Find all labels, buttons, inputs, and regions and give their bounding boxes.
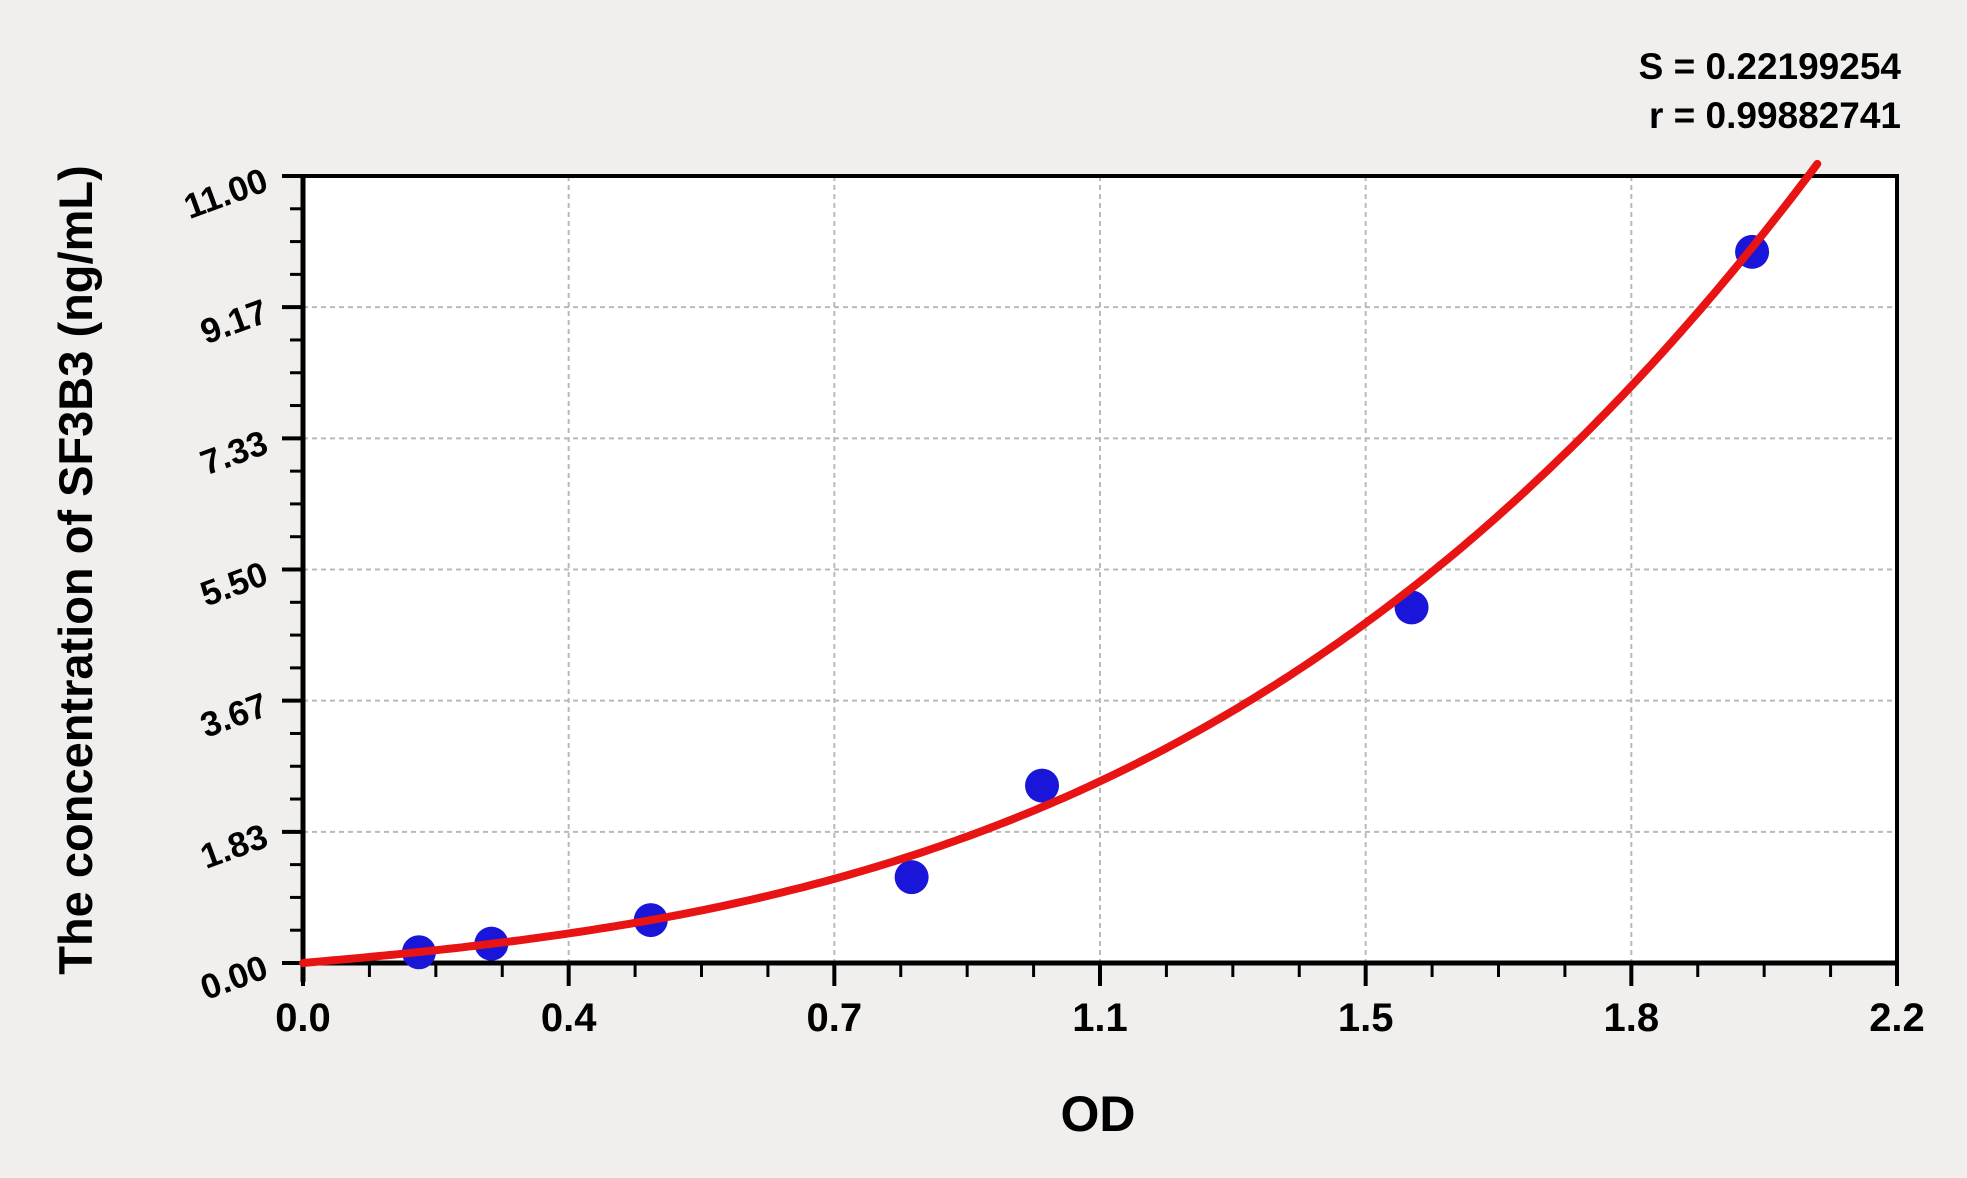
fit-curve: [299, 159, 1822, 967]
x-tick-label: 0.7: [807, 996, 863, 1040]
chart-generated-layer: 0.0 0.4 0.7 1.1 1.5 1.8 2.2 0.00 1.83 3.67 5.50 7.3…: [179, 159, 1925, 1040]
x-tick-label: 1.5: [1338, 996, 1394, 1040]
y-axis-title: The concentration of SF3B3 (ng/mL): [49, 165, 102, 974]
x-tick-label: 1.8: [1604, 996, 1660, 1040]
data-point: [1025, 768, 1060, 803]
data-point: [894, 860, 929, 895]
y-tick-label: 11.00: [179, 161, 273, 227]
x-tick-label: 0.4: [541, 996, 597, 1040]
x-tick-label: 1.1: [1072, 996, 1128, 1040]
x-axis-title: OD: [1061, 1086, 1136, 1142]
x-tick-label: 0.0: [275, 996, 331, 1040]
stat-r-value: r = 0.99882741: [1649, 95, 1901, 136]
y-tick-label: 5.50: [195, 554, 272, 614]
y-tick-label: 1.83: [195, 817, 272, 877]
y-tick-label: 7.33: [195, 423, 272, 483]
y-tick-label: 9.17: [195, 292, 272, 352]
y-tick-label: 0.00: [195, 948, 272, 1008]
x-tick-label: 2.2: [1869, 996, 1925, 1040]
stat-s-value: S = 0.22199254: [1639, 46, 1902, 87]
y-tick-label: 3.67: [195, 686, 272, 746]
